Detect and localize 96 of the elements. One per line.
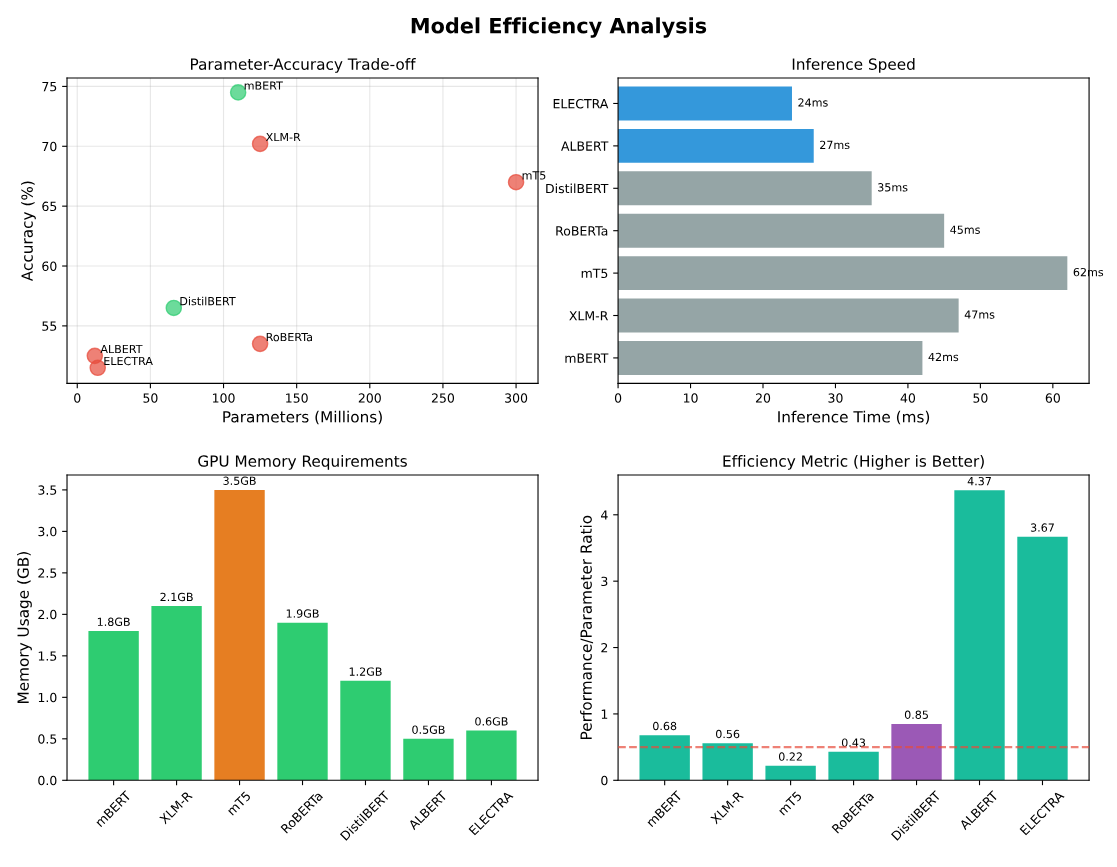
bar bbox=[639, 735, 690, 781]
bar bbox=[340, 680, 391, 781]
y-tick-label: 4 bbox=[601, 510, 608, 520]
data-label: 0.56 bbox=[716, 729, 740, 739]
bar bbox=[403, 738, 454, 781]
x-tick-label: 60 bbox=[1045, 393, 1060, 403]
x-tick-label: 0 bbox=[74, 393, 81, 403]
data-label: 1.2GB bbox=[349, 667, 382, 676]
y-tick-label: 55 bbox=[42, 321, 57, 331]
data-label: 24ms bbox=[798, 98, 828, 107]
chart-title: GPU Memory Requirements bbox=[198, 455, 407, 470]
y-tick-label: 2.5 bbox=[38, 568, 57, 578]
y-tick-label: 1 bbox=[601, 709, 608, 719]
y-tick-label: 2 bbox=[601, 643, 608, 653]
x-tick-label: 300 bbox=[505, 393, 528, 403]
y-tick-label: mT5 bbox=[581, 268, 608, 279]
x-tick-label: 50 bbox=[973, 393, 988, 403]
data-label: 0.68 bbox=[653, 721, 677, 731]
y-tick-label: XLM-R bbox=[569, 311, 608, 321]
y-tick-label: ELECTRA bbox=[553, 98, 609, 109]
data-label: 0.85 bbox=[904, 710, 928, 719]
bar bbox=[618, 298, 959, 333]
bar bbox=[618, 213, 945, 248]
data-label: 0.5GB bbox=[412, 725, 445, 734]
data-label: 1.8GB bbox=[97, 617, 130, 627]
bar bbox=[277, 622, 328, 781]
y-axis-title: Memory Usage (GB) bbox=[17, 552, 32, 703]
bar bbox=[828, 751, 879, 781]
data-label: 2.1GB bbox=[160, 592, 193, 602]
y-tick-label: 3.5 bbox=[38, 485, 57, 495]
annotation: ELECTRA bbox=[104, 356, 153, 366]
data-label: 0.22 bbox=[778, 752, 802, 761]
data-label: 45ms bbox=[950, 225, 980, 234]
bar bbox=[88, 630, 139, 781]
y-tick-label: 3.0 bbox=[38, 526, 57, 537]
bar bbox=[702, 743, 753, 781]
text: Model Efficiency Analysis bbox=[411, 17, 707, 38]
x-axis-title: Parameters (Millions) bbox=[223, 410, 382, 425]
bar bbox=[891, 723, 942, 781]
bar bbox=[618, 171, 872, 206]
data-label: 0.43 bbox=[841, 738, 866, 747]
x-tick-label: 30 bbox=[828, 393, 843, 403]
bar bbox=[151, 606, 202, 781]
bar bbox=[618, 128, 814, 163]
bar bbox=[214, 489, 265, 781]
data-label: 3.67 bbox=[1030, 523, 1054, 532]
data-label: 35ms bbox=[878, 183, 908, 192]
data-label: 0.6GB bbox=[475, 717, 508, 726]
y-tick-label: mBERT bbox=[565, 353, 609, 363]
annotation: DistilBERT bbox=[180, 296, 236, 306]
chart-title: Parameter-Accuracy Trade-off bbox=[191, 58, 416, 73]
data-label: 27ms bbox=[820, 140, 850, 150]
y-tick-label: RoBERTa bbox=[556, 226, 608, 236]
data-label: 4.37 bbox=[967, 476, 991, 486]
y-tick-label: 0 bbox=[601, 775, 608, 786]
x-tick-label: 100 bbox=[212, 393, 235, 403]
annotation: mBERT bbox=[244, 81, 283, 90]
annotation: ALBERT bbox=[100, 344, 143, 354]
data-label: 47ms bbox=[964, 310, 995, 319]
x-tick-label: 250 bbox=[431, 393, 455, 403]
y-tick-label: 0.5 bbox=[38, 734, 57, 744]
x-tick-label: 0 bbox=[614, 393, 622, 403]
y-tick-label: 3 bbox=[601, 576, 608, 587]
x-axis-title: Inference Time (ms) bbox=[778, 410, 930, 425]
y-tick-label: 1.0 bbox=[38, 692, 57, 703]
bar bbox=[618, 86, 792, 121]
y-tick-label: 65 bbox=[42, 201, 57, 212]
y-tick-label: 60 bbox=[42, 261, 57, 271]
y-tick-label: 0.0 bbox=[38, 775, 57, 786]
y-tick-label: ALBERT bbox=[561, 141, 609, 151]
bar bbox=[1017, 536, 1068, 781]
y-tick-label: 1.5 bbox=[38, 651, 57, 661]
y-tick-label: 2.0 bbox=[38, 609, 57, 620]
x-tick-label: 10 bbox=[683, 393, 698, 403]
x-tick-label: 150 bbox=[286, 393, 308, 403]
annotation: RoBERTa bbox=[266, 332, 312, 342]
annotation: XLM-R bbox=[265, 133, 301, 142]
y-tick-label: DistilBERT bbox=[546, 183, 609, 194]
x-tick-label: 40 bbox=[900, 393, 916, 403]
bar bbox=[954, 490, 1005, 781]
bar bbox=[618, 256, 1068, 291]
x-tick-label: 50 bbox=[143, 393, 158, 403]
data-label: 42ms bbox=[928, 352, 959, 362]
x-tick-label: 200 bbox=[358, 393, 381, 403]
y-tick-label: 70 bbox=[42, 141, 57, 152]
chart-title: Efficiency Metric (Higher is Better) bbox=[723, 455, 984, 470]
x-tick-label: 20 bbox=[755, 393, 771, 403]
y-axis-title: Performance/Parameter Ratio bbox=[580, 515, 594, 739]
bar bbox=[466, 730, 517, 781]
y-axis-title: Accuracy (%) bbox=[21, 181, 36, 282]
data-label: 1.9GB bbox=[286, 609, 319, 618]
data-label: 3.5GB bbox=[223, 476, 256, 485]
bar bbox=[618, 340, 923, 375]
y-tick-label: 75 bbox=[42, 82, 57, 92]
chart-title: Inference Speed bbox=[792, 58, 915, 73]
bar bbox=[765, 765, 816, 781]
